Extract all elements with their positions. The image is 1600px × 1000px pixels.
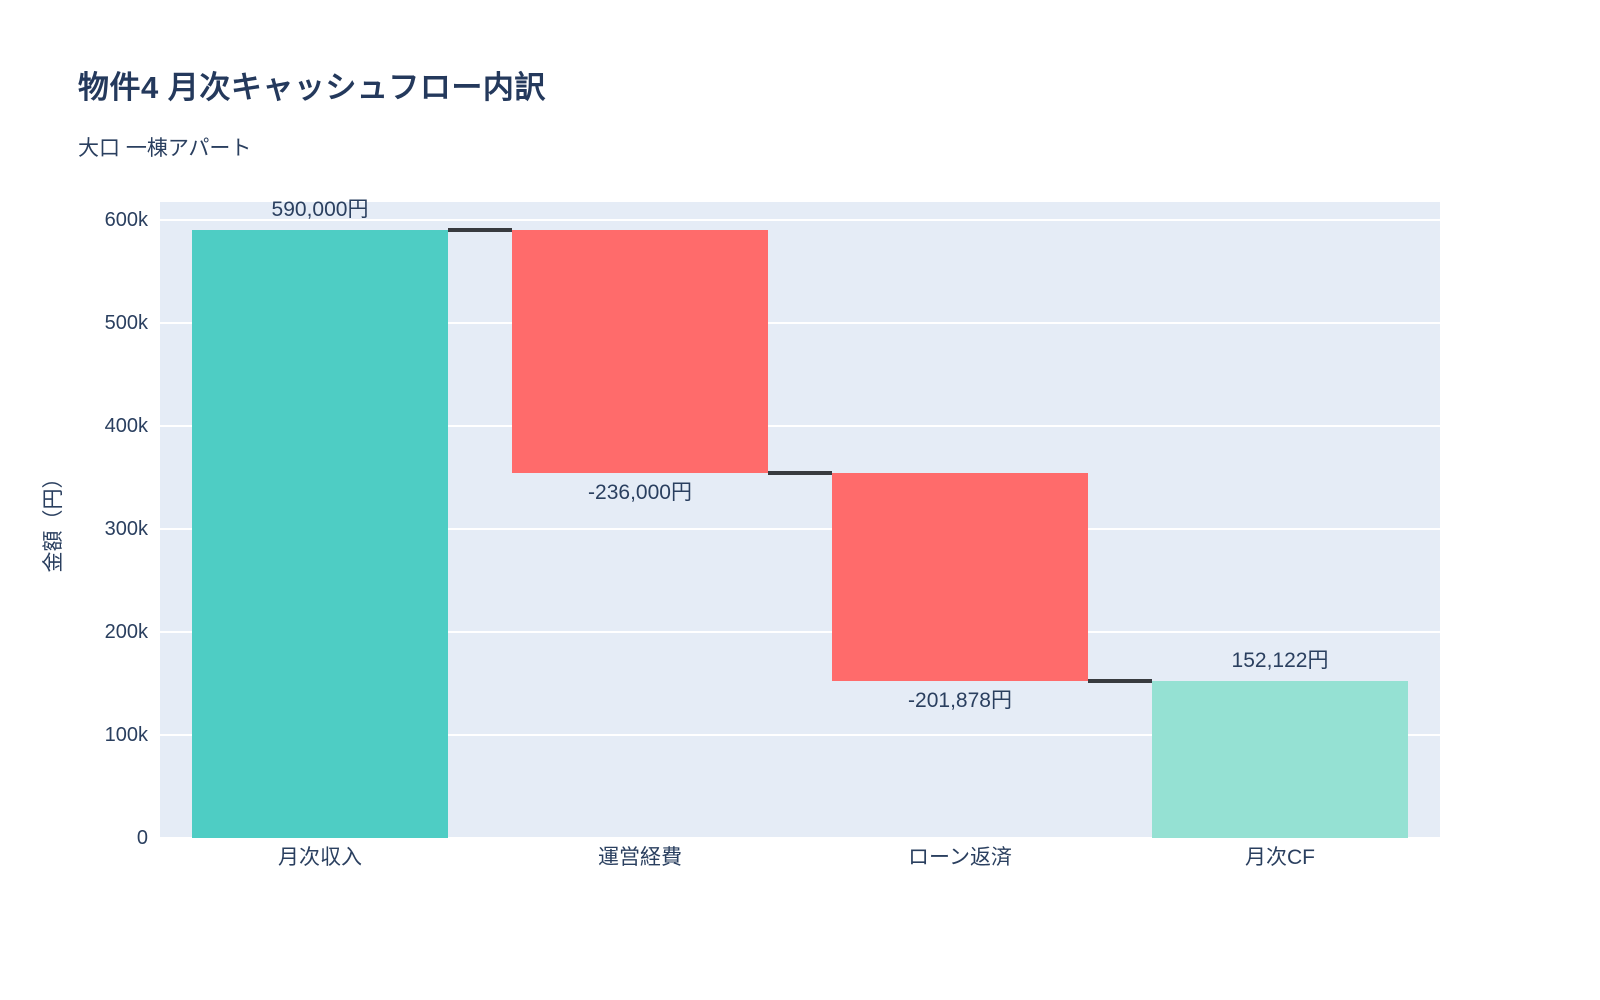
bar-value-label-月次収入: 590,000円 bbox=[271, 198, 369, 222]
bar-value-label-運営経費: -236,000円 bbox=[588, 481, 692, 505]
gridline-300k bbox=[160, 528, 1440, 530]
gridline-600k bbox=[160, 219, 1440, 221]
y-tick-label-100k: 100k bbox=[104, 724, 148, 746]
plot-area: 590,000円 -236,000円 -201,878円 152,122円 bbox=[160, 198, 1440, 839]
waterfall-connector bbox=[768, 471, 832, 476]
gridline-0 bbox=[160, 837, 1440, 839]
x-tick-label-ローン返済: ローン返済 bbox=[908, 846, 1012, 869]
bar-value-label-月次CF: 152,122円 bbox=[1231, 649, 1329, 673]
waterfall-connector bbox=[1088, 679, 1152, 684]
x-tick-label-月次収入: 月次収入 bbox=[278, 846, 362, 869]
chart-title: 物件4 月次キャッシュフロー内訳 bbox=[78, 70, 546, 105]
waterfall-bar-運営経費[interactable] bbox=[512, 230, 768, 474]
x-tick-label-運営経費: 運営経費 bbox=[598, 846, 682, 869]
gridline-400k bbox=[160, 425, 1440, 427]
gridline-100k bbox=[160, 734, 1440, 736]
chart-subtitle: 大口 一棟アパート bbox=[78, 137, 252, 160]
y-tick-label-0: 0 bbox=[136, 827, 148, 849]
waterfall-bar-月次CF[interactable] bbox=[1152, 681, 1408, 838]
waterfall-connector bbox=[448, 228, 512, 233]
waterfall-bar-ローン返済[interactable] bbox=[832, 473, 1088, 682]
y-tick-label-300k: 300k bbox=[104, 518, 148, 540]
y-tick-label-500k: 500k bbox=[104, 312, 148, 334]
gridline-500k bbox=[160, 322, 1440, 324]
y-tick-label-400k: 400k bbox=[104, 415, 148, 437]
gridline-200k bbox=[160, 631, 1440, 633]
y-axis-title: 金額（円） bbox=[42, 467, 65, 573]
x-tick-label-月次CF: 月次CF bbox=[1245, 846, 1315, 869]
y-tick-label-600k: 600k bbox=[104, 209, 148, 231]
bar-value-label-ローン返済: -201,878円 bbox=[908, 689, 1012, 713]
y-tick-label-200k: 200k bbox=[104, 621, 148, 643]
waterfall-bar-月次収入[interactable] bbox=[192, 230, 448, 838]
